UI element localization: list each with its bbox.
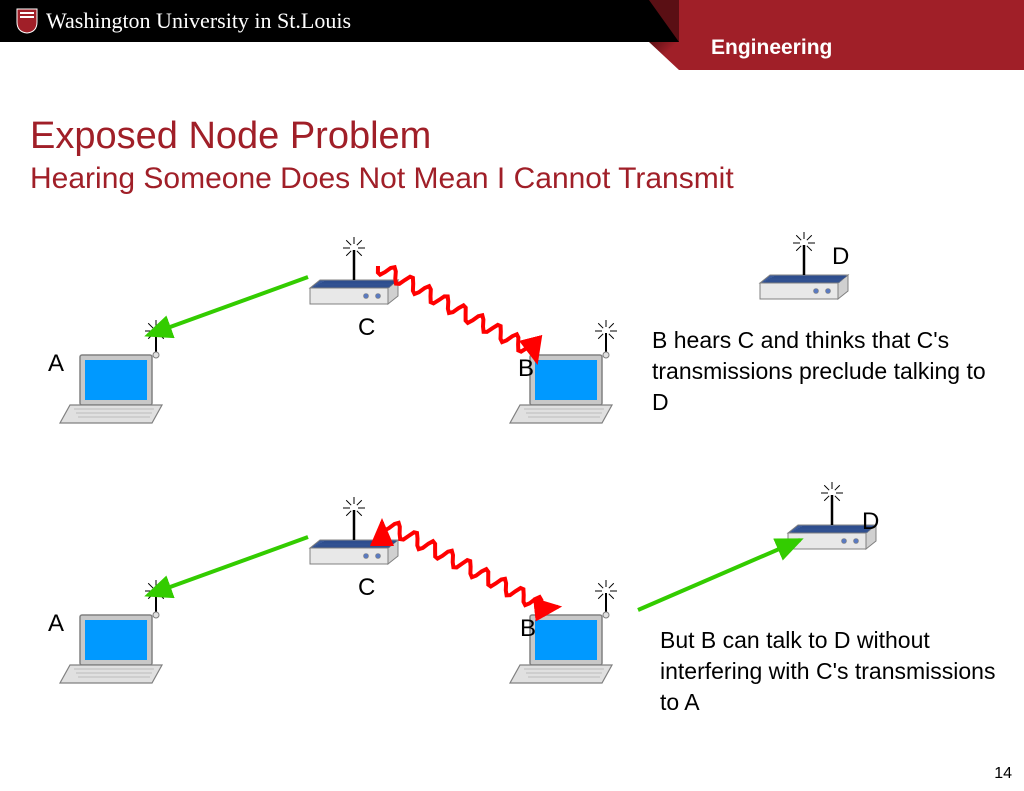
- slide-title: Exposed Node Problem: [30, 115, 734, 158]
- node-label: A: [48, 610, 64, 638]
- diagram-caption: B hears C and thinks that C's transmissi…: [652, 325, 1002, 418]
- node-label: B: [520, 615, 536, 643]
- page-number: 14: [994, 765, 1012, 783]
- node-label: B: [518, 355, 534, 383]
- node-label: A: [48, 350, 64, 378]
- university-name: Washington University in St.Louis: [46, 8, 351, 34]
- diagram-area: A C B D B hears C and thinks that C's transm…: [0, 220, 1024, 760]
- slide-subtitle: Hearing Someone Does Not Mean I Cannot T…: [30, 162, 734, 196]
- node-label: C: [358, 314, 375, 342]
- diagram-caption: But B can talk to D without interfering …: [660, 625, 1010, 718]
- department-tab: Engineering: [679, 0, 1024, 70]
- node-label: D: [832, 243, 849, 271]
- shield-icon: [16, 8, 38, 34]
- department-label: Engineering: [711, 36, 832, 60]
- university-logo: Washington University in St.Louis: [16, 8, 351, 34]
- node-label: C: [358, 574, 375, 602]
- title-block: Exposed Node Problem Hearing Someone Doe…: [30, 115, 734, 196]
- node-label: D: [862, 508, 879, 536]
